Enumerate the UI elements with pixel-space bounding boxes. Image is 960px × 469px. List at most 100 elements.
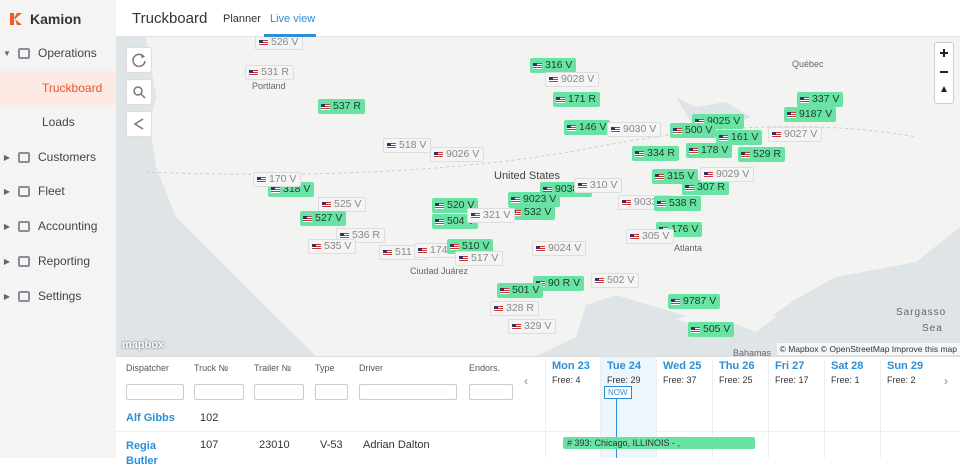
filter-input[interactable] — [126, 384, 184, 400]
next-arrow[interactable]: › — [944, 374, 948, 388]
truck-marker[interactable]: 9030 V — [607, 122, 662, 137]
truck-marker[interactable]: 146 V — [564, 120, 611, 135]
truck-marker[interactable]: 537 R — [318, 99, 366, 114]
truck-marker[interactable]: 518 V — [383, 138, 432, 153]
marker-label: 328 R — [506, 302, 535, 314]
nav-item[interactable]: Truckboard — [0, 71, 116, 105]
truck-marker[interactable]: 500 V — [670, 123, 717, 138]
truck-marker[interactable]: 310 V — [574, 178, 623, 193]
truck-marker[interactable]: 9187 V — [784, 107, 837, 122]
truck-marker[interactable]: 502 V — [591, 273, 640, 288]
dispatcher[interactable]: Regia Butler — [126, 440, 158, 467]
day-column: Thu 26 Free: 25 — [712, 359, 768, 458]
tab[interactable]: Live view — [270, 13, 316, 25]
nav-label: Fleet — [38, 184, 65, 198]
marker-label: 170 V — [269, 173, 297, 185]
dispatcher[interactable]: Alf Gibbs — [126, 412, 175, 424]
truck-marker[interactable]: 501 V — [497, 283, 544, 298]
truck-marker[interactable]: 161 V — [716, 130, 763, 145]
icon — [133, 118, 144, 130]
marker-label: 526 V — [271, 37, 299, 48]
truck-marker[interactable]: 334 R — [632, 146, 680, 161]
truck-marker[interactable]: 525 V — [318, 197, 367, 212]
map[interactable]: United States Portland Québec Atlanta Ci… — [116, 37, 960, 356]
column-header: Type — [315, 363, 335, 373]
logo — [10, 13, 22, 25]
truck-marker[interactable]: 527 V — [300, 211, 347, 226]
day: Sun 29 — [887, 360, 924, 372]
truck-marker[interactable]: 307 R — [682, 180, 730, 195]
column-header: Dispatcher — [126, 363, 170, 373]
marker-label: 171 R — [568, 93, 597, 105]
truck-marker[interactable]: 171 R — [553, 92, 601, 107]
day-column: Sat 28 Free: 1 — [824, 359, 880, 458]
day: Wed 25 — [663, 360, 702, 372]
truck-marker[interactable]: 9027 V — [768, 127, 823, 142]
truck-marker[interactable]: 305 V — [626, 229, 675, 244]
nav-item[interactable]: ▶ Customers — [3, 150, 97, 164]
filter-input[interactable] — [359, 384, 457, 400]
filter-input[interactable] — [254, 384, 304, 400]
marker-label: 146 V — [579, 121, 607, 133]
nav-item[interactable]: ▶ Fleet — [3, 184, 65, 198]
column-header: Driver — [359, 363, 383, 373]
truck-marker[interactable]: 316 V — [530, 58, 577, 73]
truck-marker[interactable]: 9029 V — [700, 167, 755, 182]
nav-item[interactable]: ▼ Operations — [3, 46, 97, 60]
filter-input[interactable] — [194, 384, 244, 400]
tab[interactable]: Planner — [223, 13, 261, 25]
truck-marker[interactable]: 538 R — [654, 196, 702, 211]
truck-marker[interactable]: 321 V — [467, 208, 516, 223]
place-label: United States — [494, 170, 561, 182]
truck-marker[interactable]: 529 R — [738, 147, 786, 162]
nav-item[interactable]: ▶ Accounting — [3, 219, 98, 233]
truck-marker[interactable]: 9026 V — [430, 147, 485, 162]
share-button[interactable] — [126, 111, 152, 137]
filter-input[interactable] — [469, 384, 513, 400]
zoom-controls — [934, 42, 954, 104]
truck-marker[interactable]: 329 V — [508, 319, 557, 334]
filter-input[interactable] — [315, 384, 348, 400]
truck-marker[interactable]: 504 V — [432, 214, 479, 229]
truck-marker[interactable]: 9024 V — [532, 241, 587, 256]
truck-marker[interactable]: 178 V — [686, 143, 733, 158]
truck-marker[interactable]: 531 R — [245, 65, 295, 80]
row-divider — [116, 431, 960, 432]
icon — [133, 86, 146, 99]
truck-marker[interactable]: 532 V — [509, 205, 556, 220]
nav-item[interactable]: Loads — [0, 105, 116, 139]
truck-marker[interactable]: 337 V — [797, 92, 844, 107]
truck-marker[interactable]: 170 V — [253, 172, 302, 187]
search-button[interactable] — [126, 79, 152, 105]
truck-marker[interactable]: 535 V — [308, 239, 357, 254]
prev-arrow[interactable]: ‹ — [524, 374, 528, 388]
nav-label: Customers — [38, 150, 97, 164]
truck-marker[interactable]: 9028 V — [545, 72, 600, 87]
page-title: Truckboard — [132, 10, 208, 27]
truck: 107 — [200, 439, 219, 451]
trailer: 23010 — [259, 439, 290, 451]
nav-label: Reporting — [38, 254, 91, 268]
truck-marker[interactable]: 510 V — [447, 239, 494, 254]
map-attribution[interactable]: © Mapbox © OpenStreetMap Improve this ma… — [776, 343, 960, 355]
marker-label: 527 V — [315, 212, 343, 224]
zoom-icons — [940, 49, 948, 92]
refresh-button[interactable] — [126, 47, 152, 73]
truck-marker[interactable]: 505 V — [688, 322, 735, 337]
truck-marker[interactable]: 9787 V — [668, 294, 721, 309]
place-label: Portland — [252, 81, 286, 91]
truck-marker[interactable]: 526 V — [255, 37, 304, 50]
marker-label: 315 V — [667, 170, 695, 182]
truck-marker[interactable]: 520 V — [432, 198, 479, 213]
marker-label: 510 V — [462, 240, 490, 252]
column-header: Trailer № — [254, 363, 292, 373]
load-bar[interactable]: # 393: Chicago, ILLINOIS - , — [563, 437, 755, 449]
place-label: Ciudad Juárez — [410, 266, 469, 276]
truck-marker[interactable]: 9023 V — [508, 192, 561, 207]
nav-item[interactable]: ▶ Settings — [3, 289, 82, 303]
truck-marker[interactable]: 517 V — [455, 251, 504, 266]
marker-label: 9027 V — [784, 128, 818, 140]
truck-marker[interactable]: 328 R — [490, 301, 540, 316]
nav-item[interactable]: ▶ Reporting — [3, 254, 91, 268]
